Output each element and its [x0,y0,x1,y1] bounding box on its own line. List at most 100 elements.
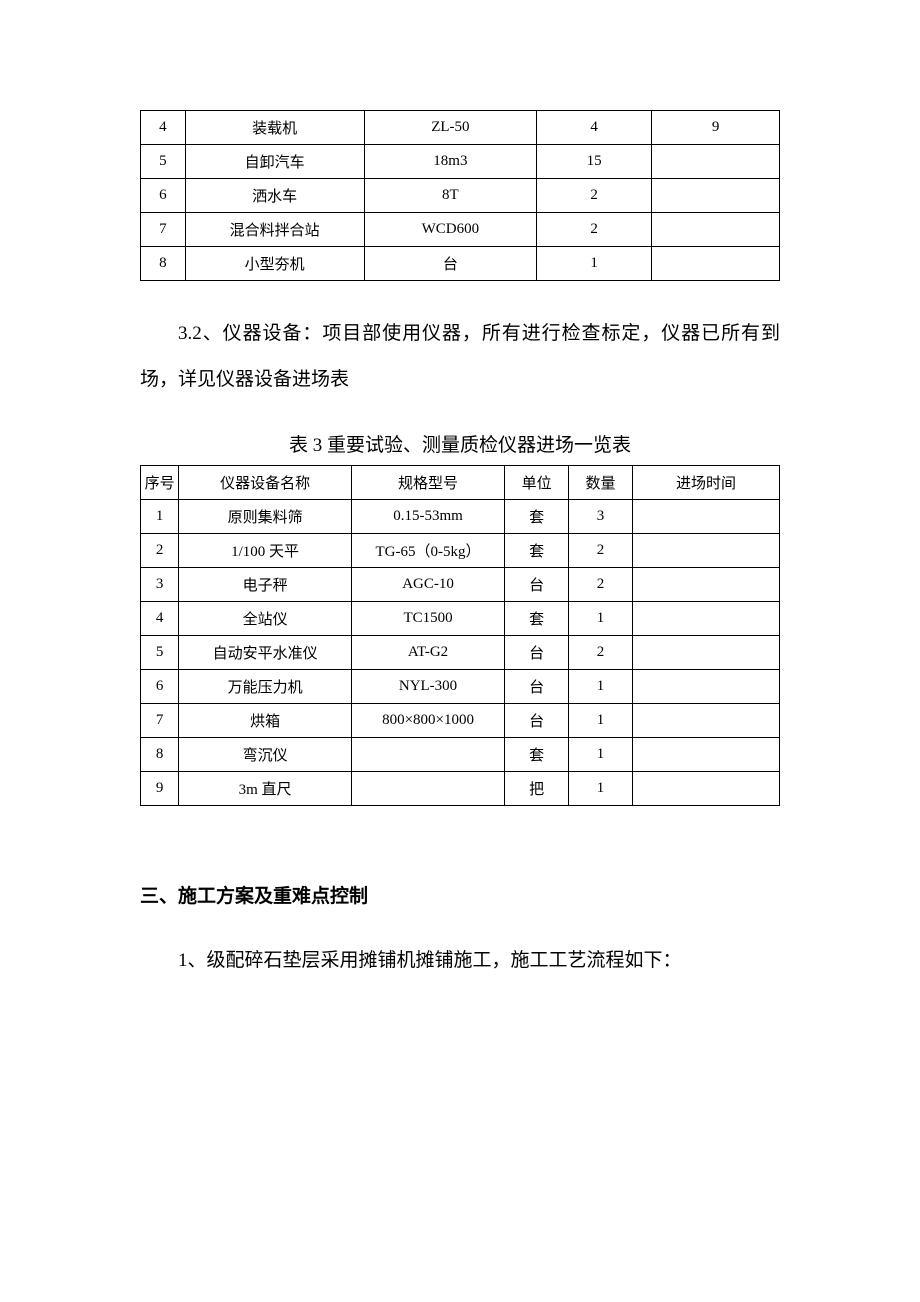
cell: 套 [505,738,569,772]
cell: 1/100 天平 [179,534,352,568]
cell: 混合料拌合站 [185,213,364,247]
cell: 2 [537,179,652,213]
cell: 弯沉仪 [179,738,352,772]
cell: 9 [141,772,179,806]
cell: 1 [537,247,652,281]
cell: 4 [141,111,186,145]
cell [632,738,779,772]
section-3-heading: 三、施工方案及重难点控制 [140,881,780,908]
table-row: 7烘箱800×800×1000台1 [141,704,780,738]
cell: 7 [141,213,186,247]
cell [632,636,779,670]
cell: 原则集料筛 [179,500,352,534]
equipment-table: 4装载机ZL-50495自卸汽车18m3156洒水车8T27混合料拌合站WCD6… [140,110,780,281]
instrument-table: 序号 仪器设备名称 规格型号 单位 数量 进场时间 1原则集料筛0.15-53m… [140,465,780,806]
cell: 自卸汽车 [185,145,364,179]
cell: 18m3 [364,145,537,179]
cell: 台 [505,568,569,602]
table-row: 6万能压力机NYL-300台1 [141,670,780,704]
table-row: 8小型夯机台1 [141,247,780,281]
cell: 3 [141,568,179,602]
cell [632,500,779,534]
cell: 7 [141,704,179,738]
paragraph-3-2: 3.2、仪器设备：项目部使用仪器，所有进行检查标定，仪器已所有到场，详见仪器设备… [140,311,780,402]
cell: 2 [569,568,633,602]
cell: 4 [141,602,179,636]
cell [351,772,504,806]
table-row: 6洒水车8T2 [141,179,780,213]
cell: 装载机 [185,111,364,145]
cell: WCD600 [364,213,537,247]
cell: 台 [505,704,569,738]
cell: 1 [569,704,633,738]
cell [632,602,779,636]
table-row: 5自卸汽车18m315 [141,145,780,179]
table-row: 7混合料拌合站WCD6002 [141,213,780,247]
table-3-caption: 表 3 重要试验、测量质检仪器进场一览表 [140,430,780,457]
cell: 3m 直尺 [179,772,352,806]
cell: 1 [569,772,633,806]
cell: 8 [141,247,186,281]
cell [632,670,779,704]
cell: 5 [141,636,179,670]
cell [652,145,780,179]
table-row: 5自动安平水准仪AT-G2台2 [141,636,780,670]
cell: 台 [364,247,537,281]
cell [632,568,779,602]
cell: 6 [141,670,179,704]
cell [632,772,779,806]
cell: AT-G2 [351,636,504,670]
cell: AGC-10 [351,568,504,602]
col-unit: 单位 [505,466,569,500]
table-row: 1原则集料筛0.15-53mm套3 [141,500,780,534]
cell: 自动安平水准仪 [179,636,352,670]
cell: 套 [505,602,569,636]
cell: 1 [569,670,633,704]
col-qty: 数量 [569,466,633,500]
cell [652,213,780,247]
cell: NYL-300 [351,670,504,704]
cell: 台 [505,636,569,670]
col-seq: 序号 [141,466,179,500]
cell: 电子秤 [179,568,352,602]
document-page: 4装载机ZL-50495自卸汽车18m3156洒水车8T27混合料拌合站WCD6… [0,0,920,1094]
cell: 5 [141,145,186,179]
cell: 2 [141,534,179,568]
table-row: 4全站仪TC1500套1 [141,602,780,636]
cell: 1 [569,602,633,636]
cell: 800×800×1000 [351,704,504,738]
col-spec: 规格型号 [351,466,504,500]
cell: 8T [364,179,537,213]
table-row: 4装载机ZL-5049 [141,111,780,145]
cell: 6 [141,179,186,213]
table-row: 8弯沉仪套1 [141,738,780,772]
cell: 烘箱 [179,704,352,738]
cell: 套 [505,500,569,534]
paragraph-3-1: 1、级配碎石垫层采用摊铺机摊铺施工，施工工艺流程如下： [140,938,780,984]
cell: 0.15-53mm [351,500,504,534]
table-row: 21/100 天平TG-65（0-5kg）套2 [141,534,780,568]
col-name: 仪器设备名称 [179,466,352,500]
cell: 全站仪 [179,602,352,636]
cell: 4 [537,111,652,145]
cell [632,534,779,568]
cell: 2 [569,534,633,568]
cell: 台 [505,670,569,704]
cell: 3 [569,500,633,534]
cell: 15 [537,145,652,179]
table-row: 93m 直尺 把1 [141,772,780,806]
cell: ZL-50 [364,111,537,145]
cell: 1 [569,738,633,772]
cell: 9 [652,111,780,145]
cell [632,704,779,738]
cell: TG-65（0-5kg） [351,534,504,568]
cell: 2 [537,213,652,247]
cell: 1 [141,500,179,534]
table-row: 3电子秤AGC-10台2 [141,568,780,602]
cell: 把 [505,772,569,806]
cell: 2 [569,636,633,670]
cell: 洒水车 [185,179,364,213]
cell: 万能压力机 [179,670,352,704]
cell [652,179,780,213]
cell: TC1500 [351,602,504,636]
